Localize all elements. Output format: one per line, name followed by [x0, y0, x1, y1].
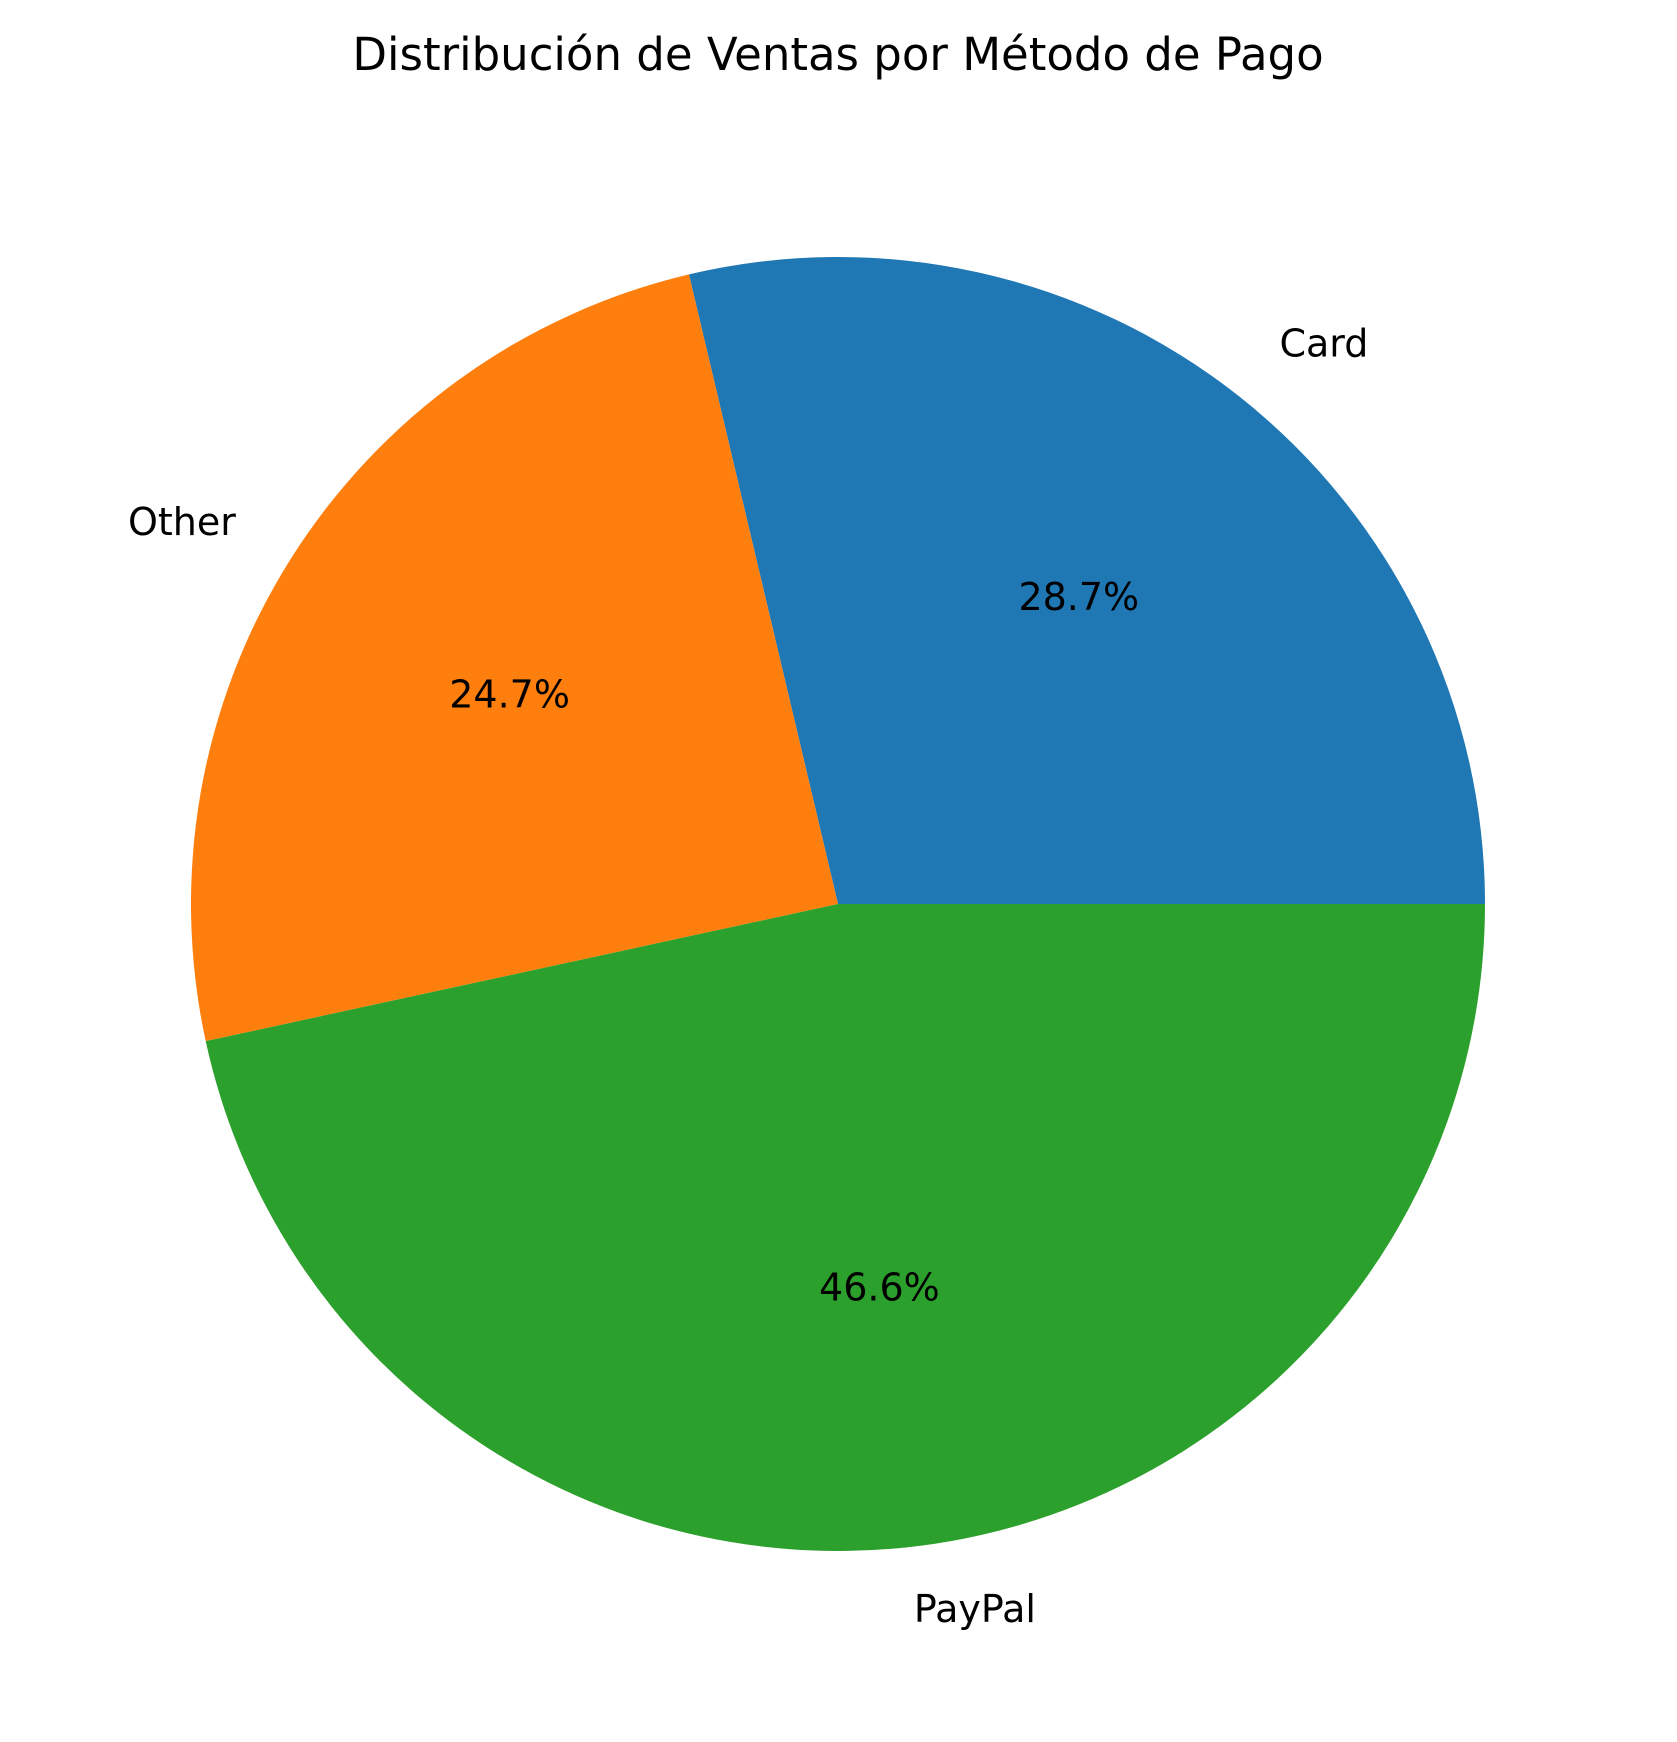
- pie-slice-other: [190, 274, 839, 1042]
- pie-slice-card: [688, 256, 1485, 904]
- slice-label-paypal: PayPal: [914, 1587, 1036, 1631]
- pie-slices: [190, 256, 1485, 1551]
- slice-label-card: Card: [1279, 321, 1368, 365]
- pie-labels: Card 28.7% Other 24.7% PayPal 46.6%: [128, 321, 1368, 1631]
- pie-slice-paypal: [205, 904, 1485, 1551]
- pct-label-card: 28.7%: [1018, 575, 1139, 619]
- pct-label-paypal: 46.6%: [819, 1265, 940, 1309]
- pct-label-other: 24.7%: [449, 673, 570, 717]
- slice-label-other: Other: [128, 500, 236, 544]
- chart-title: Distribución de Ventas por Método de Pag…: [352, 28, 1323, 81]
